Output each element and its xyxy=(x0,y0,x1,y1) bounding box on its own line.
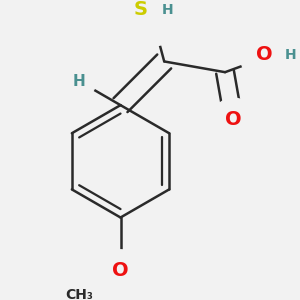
Circle shape xyxy=(240,22,300,87)
Text: O: O xyxy=(225,110,242,129)
Circle shape xyxy=(212,98,254,140)
Text: O: O xyxy=(256,45,272,64)
Text: CH₃: CH₃ xyxy=(65,288,93,300)
Circle shape xyxy=(62,64,96,98)
Text: H: H xyxy=(285,48,297,62)
Circle shape xyxy=(114,0,187,46)
Circle shape xyxy=(99,250,142,292)
Text: S: S xyxy=(134,0,148,20)
Text: O: O xyxy=(112,261,129,280)
Circle shape xyxy=(52,268,106,300)
Text: H: H xyxy=(162,3,174,17)
Text: H: H xyxy=(73,74,85,89)
